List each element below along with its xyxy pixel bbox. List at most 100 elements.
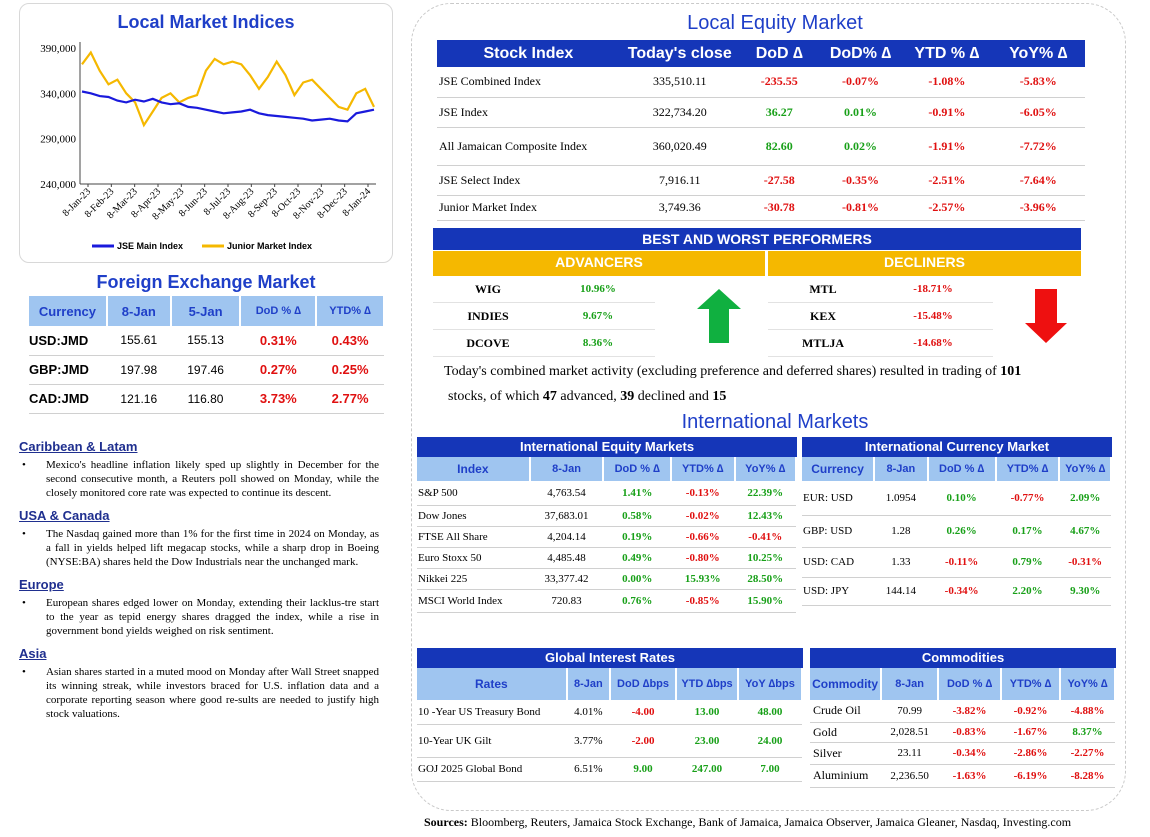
intl_eq-header-cell: Index bbox=[417, 457, 531, 481]
fx-ytd: 0.25% bbox=[316, 355, 384, 385]
equity-row: All Jamaican Composite Index 360,020.49 82… bbox=[437, 127, 1085, 166]
intl_fx-header-cell: YTD% ∆ bbox=[995, 457, 1061, 481]
fx-row: GBP:JMD 197.98 197.46 0.27% 0.25% bbox=[29, 355, 384, 385]
legend-label: Junior Market Index bbox=[227, 241, 312, 251]
equity-title: Local Equity Market bbox=[687, 12, 863, 34]
intl_eq-row: S&P 500 4,763.54 1.41% -0.13% 22.39% bbox=[417, 481, 796, 506]
advancer-row: WIG 10.96% bbox=[433, 276, 655, 303]
series-line bbox=[81, 50, 375, 128]
news-heading[interactable]: Asia bbox=[19, 646, 47, 661]
fx-table-wrap: Currency 8-Jan 5-Jan DoD % ∆ YTD% ∆ USD:JMD 1… bbox=[29, 296, 385, 414]
fx-row: USD:JMD 155.61 155.13 0.31% 0.43% bbox=[29, 326, 384, 356]
decliners-header: DECLINERS bbox=[768, 251, 1081, 276]
intl_eq-yoy: 15.90% bbox=[734, 589, 796, 613]
intl_fx-row: EUR: USD 1.0954 0.10% -0.77% 2.09% bbox=[802, 481, 1111, 516]
intl-eq-title: International Equity Markets bbox=[417, 437, 797, 457]
news-section: Caribbean & Latam Mexico's headline infla… bbox=[19, 439, 379, 729]
ticker: MTLJA bbox=[802, 336, 844, 350]
intl_eq-dod: 0.58% bbox=[603, 505, 672, 527]
commod-header-cell: YoY% ∆ bbox=[1060, 668, 1116, 700]
activity-line1: Today's combined market activity (exclud… bbox=[444, 364, 997, 379]
intl_eq-name: Nikkei 225 bbox=[417, 568, 530, 590]
news-heading[interactable]: Caribbean & Latam bbox=[19, 439, 138, 454]
intl-fx-title: International Currency Market bbox=[802, 437, 1112, 457]
commod-name: Aluminium bbox=[810, 764, 882, 788]
intl_eq-header-cell: 8-Jan bbox=[529, 457, 605, 481]
intl_eq-ytd: -0.13% bbox=[671, 481, 735, 506]
market-activity-text: Today's combined market activity (exclud… bbox=[444, 359, 1094, 409]
down-arrow-icon bbox=[1025, 289, 1067, 343]
ticker: DCOVE bbox=[466, 336, 510, 350]
intl-fx-wrap: International Currency Market Currency 8-… bbox=[802, 437, 1112, 606]
equity-close: 335,510.11 bbox=[619, 67, 740, 98]
equity-header-cell: YTD % ∆ bbox=[914, 44, 980, 62]
commod-row: Silver 23.11 -0.34% -2.86% -2.27% bbox=[810, 742, 1115, 765]
commod-value: 23.11 bbox=[881, 742, 939, 765]
equity-ytd: -0.91% bbox=[902, 97, 992, 128]
commod-dod: -0.83% bbox=[938, 722, 1002, 743]
commod-ytd: -6.19% bbox=[1001, 764, 1061, 788]
intl_fx-header-cell: Currency bbox=[802, 457, 876, 481]
rates-yoy: 7.00 bbox=[737, 757, 802, 782]
decliners-list: MTL -18.71% KEX -15.48% MTLJA -14.68% bbox=[768, 276, 993, 357]
commod-name: Crude Oil bbox=[810, 700, 882, 723]
commod-ytd: -0.92% bbox=[1001, 700, 1061, 723]
equity-yoy: -7.64% bbox=[991, 165, 1085, 196]
ticker-pct: -15.48% bbox=[913, 310, 953, 322]
fx-today: 197.98 bbox=[106, 355, 171, 385]
rates-table: Rates 8-Jan DoD ∆bps YTD ∆bps YoY ∆bps 10 -Y… bbox=[417, 668, 804, 782]
intl_fx-yoy: 2.09% bbox=[1059, 481, 1111, 516]
fx-dod: 0.31% bbox=[240, 326, 317, 356]
fx-currency: CAD:JMD bbox=[29, 384, 107, 414]
rates-dod: 9.00 bbox=[610, 757, 677, 782]
intl_eq-ytd: -0.85% bbox=[671, 589, 735, 613]
equity-name: JSE Select Index bbox=[437, 165, 620, 196]
ticker-pct: -14.68% bbox=[913, 337, 953, 349]
news-item: Mexico's headline inflation likely sped … bbox=[19, 458, 379, 500]
intl_fx-yoy: -0.31% bbox=[1059, 547, 1111, 578]
fx-header-cell: 5-Jan bbox=[170, 296, 242, 326]
intl_eq-header-cell: DoD % ∆ bbox=[603, 457, 673, 481]
equity-header-cell: Today's close bbox=[627, 44, 732, 62]
equity-name: Junior Market Index bbox=[437, 195, 620, 221]
fx-dod: 0.27% bbox=[240, 355, 317, 385]
intl_fx-row: GBP: USD 1.28 0.26% 0.17% 4.67% bbox=[802, 515, 1111, 548]
y-tick-label: 290,000 bbox=[40, 134, 76, 146]
equity-dodp: -0.81% bbox=[818, 195, 903, 221]
equity-header-cell: DoD ∆ bbox=[755, 44, 803, 62]
advancers-list: WIG 10.96% INDIES 9.67% DCOVE 8.36% bbox=[433, 276, 655, 357]
intl_eq-row: Dow Jones 37,683.01 0.58% -0.02% 12.43% bbox=[417, 505, 796, 527]
equity-yoy: -3.96% bbox=[991, 195, 1085, 221]
fx-title: Foreign Exchange Market bbox=[96, 272, 316, 292]
intl_fx-ytd: 0.79% bbox=[995, 547, 1060, 578]
commod-row: Crude Oil 70.99 -3.82% -0.92% -4.88% bbox=[810, 700, 1115, 723]
intl-title: International Markets bbox=[681, 411, 869, 433]
chart-title: Local Market Indices bbox=[117, 12, 295, 32]
news-heading[interactable]: Europe bbox=[19, 577, 64, 592]
rates-wrap: Global Interest Rates Rates 8-Jan DoD ∆bps… bbox=[417, 648, 804, 782]
decliner-row: KEX -15.48% bbox=[768, 303, 993, 330]
equity-ytd: -1.91% bbox=[902, 127, 992, 166]
activity-n-dec: 39 bbox=[620, 389, 635, 404]
commod-wrap: Commodities Commodity 8-Jan DoD % ∆ YTD% ∆ Y… bbox=[810, 648, 1116, 788]
rates-ytd: 13.00 bbox=[676, 700, 738, 725]
intl_fx-value: 144.14 bbox=[874, 577, 928, 606]
intl_eq-yoy: 10.25% bbox=[734, 547, 796, 569]
intl_fx-value: 1.33 bbox=[874, 547, 928, 578]
rates-name: 10-Year UK Gilt bbox=[417, 724, 567, 758]
fx-dod: 3.73% bbox=[240, 384, 317, 414]
rates-row: 10-Year UK Gilt 3.77% -2.00 23.00 24.00 bbox=[417, 724, 802, 758]
decliner-row: MTLJA -14.68% bbox=[768, 330, 993, 357]
performers-title: BEST AND WORST PERFORMERS bbox=[433, 228, 1081, 250]
equity-header-cell: YoY% ∆ bbox=[1009, 44, 1068, 62]
rates-title: Global Interest Rates bbox=[417, 648, 803, 668]
intl_eq-name: FTSE All Share bbox=[417, 526, 530, 548]
activity-n-stocks: 101 bbox=[1000, 364, 1022, 379]
fx-ytd: 0.43% bbox=[316, 326, 384, 356]
intl_fx-header-cell: YoY% ∆ bbox=[1059, 457, 1112, 481]
commod-value: 2,028.51 bbox=[881, 722, 939, 743]
intl_eq-yoy: 12.43% bbox=[734, 505, 796, 527]
news-heading[interactable]: USA & Canada bbox=[19, 508, 110, 523]
news-item: European shares edged lower on Monday, e… bbox=[19, 596, 379, 638]
intl_eq-value: 720.83 bbox=[529, 589, 604, 613]
